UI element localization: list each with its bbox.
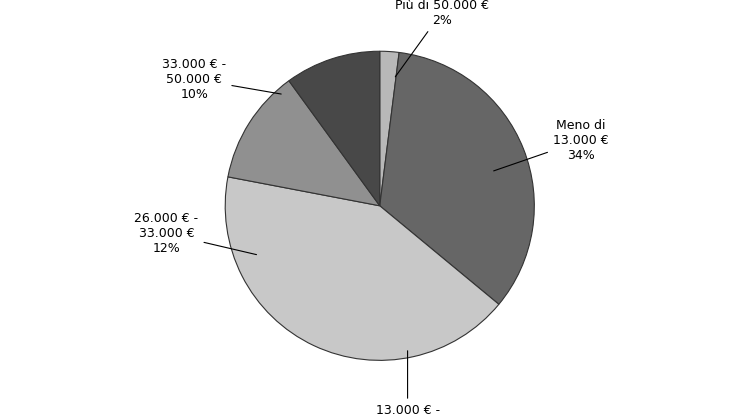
Wedge shape <box>228 81 380 206</box>
Text: Meno di
13.000 €
34%: Meno di 13.000 € 34% <box>493 119 608 171</box>
Text: 26.000 € -
33.000 €
12%: 26.000 € - 33.000 € 12% <box>135 212 256 255</box>
Wedge shape <box>225 177 499 360</box>
Text: 13.000 € -
26.000 €
42%: 13.000 € - 26.000 € 42% <box>375 351 440 420</box>
Wedge shape <box>380 51 399 206</box>
Wedge shape <box>289 51 380 206</box>
Text: Più di 50.000 €
2%: Più di 50.000 € 2% <box>395 0 489 77</box>
Wedge shape <box>380 52 535 304</box>
Text: 33.000 € -
50.000 €
10%: 33.000 € - 50.000 € 10% <box>162 58 281 100</box>
